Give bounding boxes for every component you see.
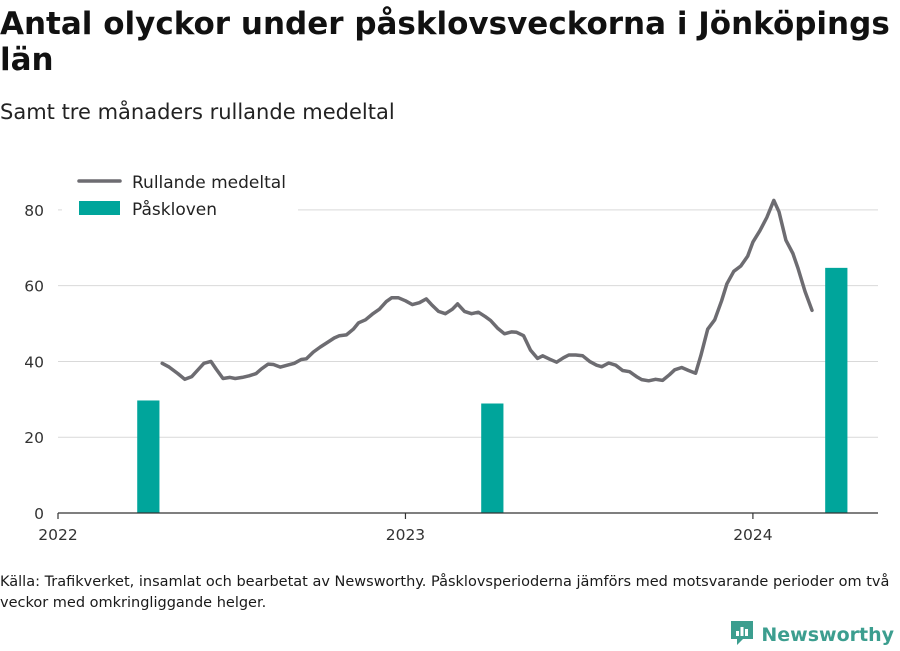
axes: 0 20 40 60 80 2022 2023 2024 xyxy=(24,202,878,544)
bar-paskloven[interactable] xyxy=(825,267,848,513)
legend-label-line[interactable]: Rullande medeltal xyxy=(132,173,286,193)
chart-subtitle: Samt tre månaders rullande medeltal xyxy=(0,100,395,124)
legend-background xyxy=(62,168,298,228)
y-tick-label: 0 xyxy=(34,505,44,523)
y-tick-label: 40 xyxy=(24,353,44,371)
x-tick-label: 2022 xyxy=(38,526,77,544)
brand-name: Newsworthy xyxy=(761,624,894,646)
newsworthy-logo-icon xyxy=(729,619,755,651)
line-series xyxy=(160,198,814,383)
y-tick-label: 80 xyxy=(24,202,44,220)
brand[interactable]: Newsworthy xyxy=(729,619,894,651)
x-tick-label: 2024 xyxy=(733,526,772,544)
chart-title: Antal olyckor under påsklovsveckorna i J… xyxy=(0,6,890,78)
x-tick-label: 2023 xyxy=(386,526,425,544)
bar-series xyxy=(137,267,848,513)
legend-label-bar[interactable]: Påskloven xyxy=(132,199,217,220)
y-tick-label: 60 xyxy=(24,278,44,296)
legend-bar-swatch xyxy=(79,201,120,215)
y-tick-label: 20 xyxy=(24,429,44,447)
line-rullande-medeltal[interactable] xyxy=(160,198,814,383)
bar-paskloven[interactable] xyxy=(137,400,160,513)
legend: Rullande medeltal Påskloven xyxy=(62,168,298,228)
bar-paskloven[interactable] xyxy=(481,403,504,513)
chart-area: 0 20 40 60 80 2022 2023 2024 Rullande medeltal … xyxy=(24,168,878,544)
grid-lines xyxy=(58,209,878,438)
source-note: Källa: Trafikverket, insamlat och bearbe… xyxy=(0,574,890,611)
